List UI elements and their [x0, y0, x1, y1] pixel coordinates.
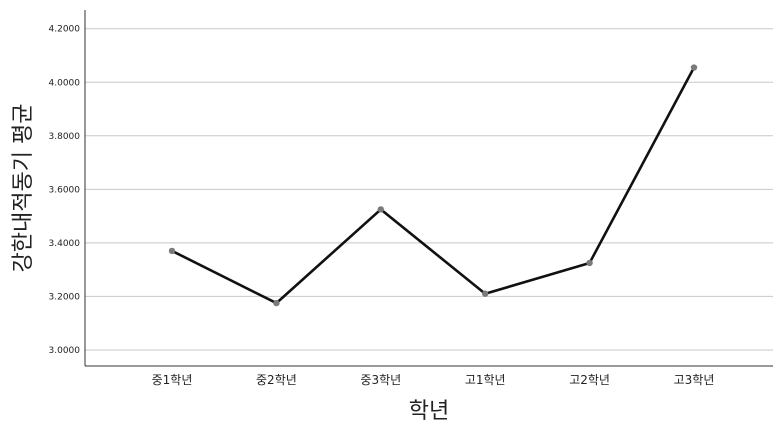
- x-tick-label: 중1학년: [152, 373, 193, 387]
- x-tick-label: 고1학년: [465, 373, 506, 387]
- x-tick-label: 고3학년: [674, 373, 715, 387]
- y-tick-label: 4.2000: [49, 25, 81, 35]
- y-tick-label: 3.8000: [49, 132, 81, 142]
- series-line: [170, 66, 696, 305]
- y-tick-label: 3.6000: [49, 185, 81, 195]
- x-tick-label: 고2학년: [569, 373, 610, 387]
- data-point: [586, 259, 593, 267]
- data-point: [690, 64, 698, 71]
- series-layer: [168, 64, 698, 307]
- data-point: [168, 247, 176, 255]
- data-point: [273, 299, 280, 307]
- data-point: [482, 290, 489, 297]
- y-tick-label: 3.2000: [49, 292, 81, 302]
- y-tick-label: 3.4000: [49, 239, 81, 249]
- x-axis-title: 학년: [409, 399, 449, 424]
- y-axis-title: 강한내적동기 평균: [11, 104, 36, 273]
- gridlines: [85, 28, 773, 351]
- x-tick-label: 중3학년: [360, 373, 401, 387]
- x-tick-label: 중2학년: [256, 373, 297, 387]
- data-point: [377, 206, 384, 213]
- y-tick-label: 3.0000: [49, 346, 81, 356]
- y-tick-label: 4.0000: [49, 78, 81, 88]
- y-tick-labels: 3.0000 3.2000 3.4000 3.6000 3.8000 4.0000 4.20…: [49, 25, 81, 356]
- axes: [84, 10, 773, 367]
- x-tick-labels: 중1학년 중2학년 중3학년 고1학년 고2학년 고3학년: [152, 373, 715, 387]
